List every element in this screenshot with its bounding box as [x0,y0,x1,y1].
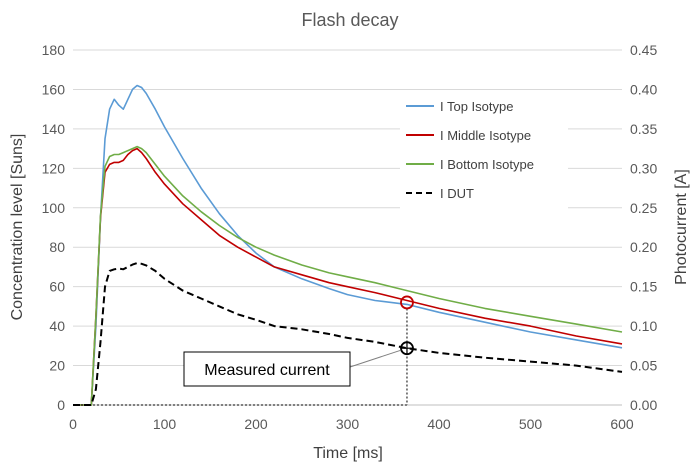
y2-tick-label: 0.10 [630,318,657,334]
x-tick-label: 400 [427,416,451,432]
y-tick-label: 40 [49,318,65,334]
legend-label-3: I DUT [440,186,474,201]
y2-tick-label: 0.25 [630,200,657,216]
x-tick-label: 0 [69,416,77,432]
y-tick-label: 0 [57,397,65,413]
y-tick-label: 120 [42,160,66,176]
legend-label-1: I Middle Isotype [440,128,531,143]
series-line-i-bottom-isotype [73,145,623,406]
axes-layer: 0 20 40 60 80 100 120 140 160 180 0.00 0.05 0.10 0.15… [42,42,658,432]
y2-tick-label: 0.40 [630,81,657,97]
x-tick-label: 600 [610,416,634,432]
legend: I Top Isotype I Middle Isotype I Bottom Is… [400,92,568,212]
marker-circle-0 [400,295,414,310]
legend-label-0: I Top Isotype [440,99,513,114]
y-tick-label: 60 [49,279,65,295]
y2-tick-label: 0.15 [630,279,657,295]
callout-leader [349,349,402,368]
x-tick-label: 200 [244,416,268,432]
y-tick-label: 80 [49,239,65,255]
callout-text: Measured current [204,362,330,379]
y2-tick-label: 0.45 [630,42,657,58]
y2-tick-label: 0.30 [630,160,657,176]
x-axis-label: Time [ms] [313,445,383,462]
chart-title: Flash decay [301,10,398,30]
x-tick-label: 500 [519,416,543,432]
y2-axis-label: Photocurrent [A] [673,169,690,285]
y-tick-label: 160 [42,81,66,97]
callout-box [183,351,351,387]
y2-tick-label: 0.35 [630,121,657,137]
x-tick-label: 300 [336,416,360,432]
annotation-layer: Measured current [73,295,414,406]
y2-tick-label: 0.05 [630,358,657,374]
grid-layer [73,49,622,367]
y2-tick-label: 0.20 [630,239,657,255]
legend-label-2: I Bottom Isotype [440,157,534,172]
x-tick-label: 100 [153,416,177,432]
y-axis-label: Concentration level [Suns] [9,134,26,321]
y-tick-label: 180 [42,42,66,58]
y-tick-label: 100 [42,200,66,216]
y-tick-label: 20 [49,358,65,374]
y-tick-label: 140 [42,121,66,137]
y2-tick-label: 0.00 [630,397,657,413]
